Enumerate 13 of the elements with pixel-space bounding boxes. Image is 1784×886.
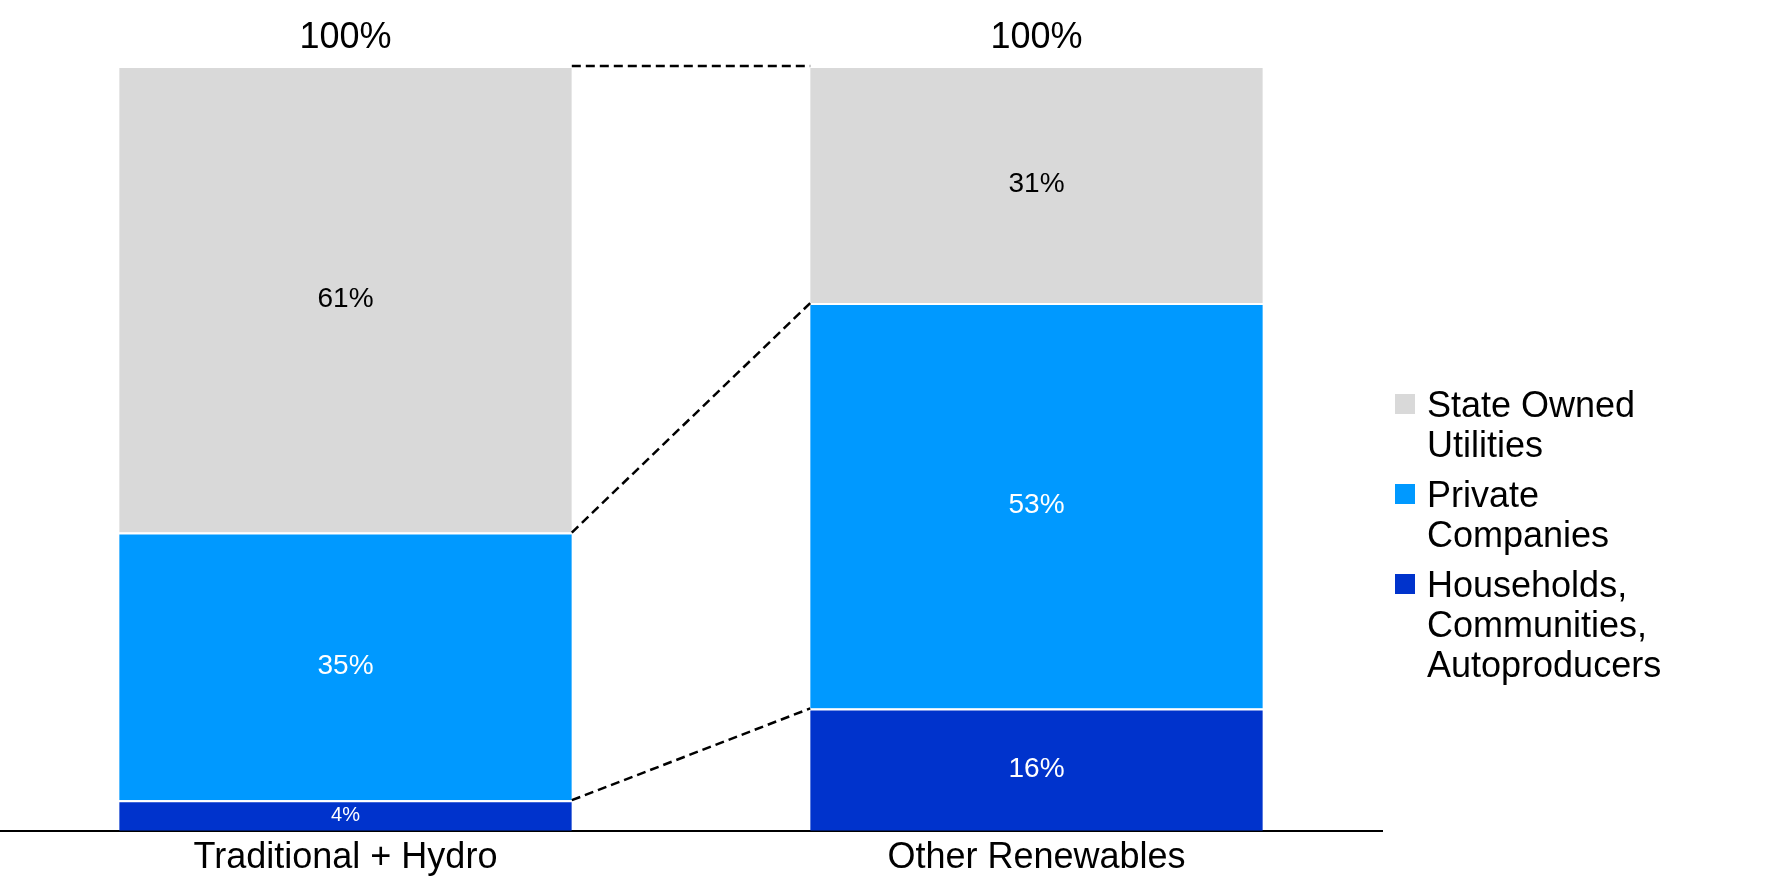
total-label: 100% xyxy=(299,14,392,56)
data-label: 53% xyxy=(1008,488,1065,520)
total-label: 100% xyxy=(990,14,1083,56)
x-tick-label: Other Renewables xyxy=(887,835,1186,877)
data-label: 31% xyxy=(1008,167,1065,199)
data-label: 4% xyxy=(331,803,361,826)
data-label: 35% xyxy=(317,649,374,681)
x-tick-label: Traditional + Hydro xyxy=(193,835,498,877)
data-label: 61% xyxy=(317,281,374,313)
legend-label: State Owned Utilities xyxy=(1427,384,1637,465)
data-label: 16% xyxy=(1008,752,1065,784)
legend-label: Households, Communities, Autoproducers xyxy=(1427,564,1663,685)
legend-label: Private Companies xyxy=(1427,474,1611,555)
